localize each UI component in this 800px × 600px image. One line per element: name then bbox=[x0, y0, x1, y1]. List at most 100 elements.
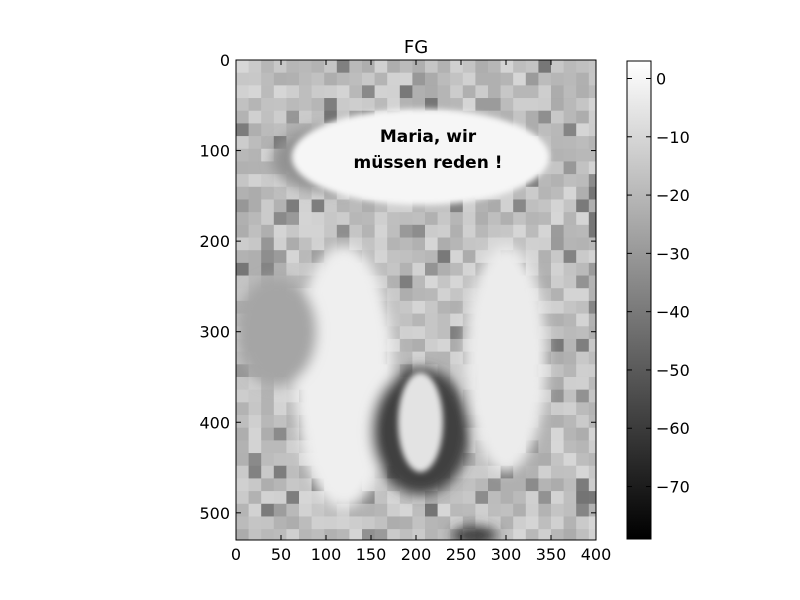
speech-bubble-text: Maria, wir müssen reden ! bbox=[354, 127, 503, 173]
heatmap-cell bbox=[261, 98, 275, 112]
heatmap-cell bbox=[588, 85, 596, 99]
x-tick-label: 300 bbox=[491, 545, 522, 564]
x-tick-label: 250 bbox=[446, 545, 477, 564]
heatmap-cell bbox=[412, 72, 426, 86]
heatmap-cell bbox=[551, 516, 565, 530]
heatmap-cell bbox=[261, 402, 275, 416]
heatmap-cell bbox=[576, 440, 590, 454]
heatmap-cell bbox=[236, 440, 250, 454]
heatmap-cell bbox=[311, 199, 325, 213]
heatmap-cell bbox=[475, 85, 489, 99]
heatmap-cell bbox=[525, 186, 539, 200]
heatmap-cell bbox=[462, 516, 476, 530]
heatmap-cell bbox=[538, 174, 552, 188]
heatmap-cell bbox=[425, 275, 439, 289]
colorbar-ticks: 0 −10 −20 −30 −40 −50 −60 −70 bbox=[627, 69, 690, 497]
heatmap-cell bbox=[261, 491, 275, 505]
heatmap-cell bbox=[273, 85, 287, 99]
heatmap-cell bbox=[450, 516, 464, 530]
heatmap-cell bbox=[500, 72, 514, 86]
heatmap-cell bbox=[261, 224, 275, 239]
heatmap-cell bbox=[387, 300, 401, 315]
heatmap-cell bbox=[551, 250, 565, 264]
heatmap-cell bbox=[525, 529, 539, 540]
heatmap-cell bbox=[551, 529, 565, 540]
heatmap-cell bbox=[236, 123, 250, 137]
heatmap-cell bbox=[450, 326, 464, 340]
heatmap-cell bbox=[248, 453, 262, 467]
heatmap-cell bbox=[261, 212, 275, 226]
heatmap-cell bbox=[513, 212, 527, 226]
heatmap-cell bbox=[538, 478, 552, 492]
heatmap-cell bbox=[450, 503, 464, 517]
heatmap-cell bbox=[437, 237, 451, 251]
heatmap-cell bbox=[286, 250, 300, 264]
heatmap-cell bbox=[538, 85, 552, 99]
heatmap-cell bbox=[588, 478, 596, 492]
heatmap-cell bbox=[286, 186, 300, 200]
heatmap-region bbox=[452, 526, 497, 540]
heatmap-cell bbox=[500, 529, 514, 540]
heatmap-cell bbox=[563, 186, 577, 200]
heatmap-cell bbox=[563, 199, 577, 213]
heatmap-cell bbox=[336, 199, 350, 213]
heatmap-cell bbox=[299, 224, 313, 239]
heatmap-cell bbox=[588, 275, 596, 289]
heatmap-cell bbox=[525, 516, 539, 530]
heatmap-cell bbox=[488, 60, 502, 74]
heatmap-cell bbox=[362, 529, 376, 540]
heatmap-cell bbox=[299, 262, 313, 277]
heatmap-cell bbox=[425, 224, 439, 239]
heatmap-cell bbox=[387, 250, 401, 264]
heatmap-cell bbox=[500, 224, 514, 239]
heatmap-cell bbox=[488, 503, 502, 517]
heatmap-cell bbox=[349, 516, 363, 530]
heatmap-cell bbox=[462, 250, 476, 264]
heatmap-cell bbox=[399, 351, 413, 365]
heatmap-cell bbox=[588, 72, 596, 86]
heatmap-cell bbox=[525, 199, 539, 213]
heatmap-cell bbox=[412, 516, 426, 530]
heatmap-cell bbox=[462, 478, 476, 492]
heatmap-cell bbox=[311, 60, 325, 74]
heatmap-cell bbox=[362, 98, 376, 112]
heatmap-cell bbox=[236, 478, 250, 492]
heatmap-cell bbox=[588, 60, 596, 74]
heatmap-cell bbox=[588, 136, 596, 150]
heatmap-cell bbox=[576, 427, 590, 441]
heatmap-cell bbox=[412, 60, 426, 74]
heatmap-cell bbox=[437, 224, 451, 239]
heatmap-cell bbox=[588, 376, 596, 391]
heatmap-cell bbox=[399, 326, 413, 340]
heatmap-cell bbox=[273, 389, 287, 403]
heatmap-cell bbox=[576, 516, 590, 530]
heatmap-cell bbox=[236, 503, 250, 517]
heatmap-cell bbox=[248, 440, 262, 454]
heatmap-cell bbox=[248, 212, 262, 226]
heatmap-cell bbox=[324, 212, 338, 226]
heatmap-cell bbox=[248, 174, 262, 188]
heatmap-cell bbox=[551, 262, 565, 277]
heatmap-cell bbox=[576, 85, 590, 99]
heatmap-cell bbox=[273, 427, 287, 441]
heatmap-cell bbox=[349, 529, 363, 540]
colorbar-tick-label: −40 bbox=[656, 303, 690, 322]
heatmap-cell bbox=[286, 440, 300, 454]
heatmap-cell bbox=[273, 491, 287, 505]
heatmap-cell bbox=[236, 199, 250, 213]
heatmap-cell bbox=[551, 389, 565, 403]
heatmap-cell bbox=[576, 136, 590, 150]
heatmap-cell bbox=[551, 376, 565, 391]
heatmap-cell bbox=[525, 98, 539, 112]
heatmap-cell bbox=[475, 199, 489, 213]
heatmap-cell bbox=[248, 402, 262, 416]
heatmap-cell bbox=[286, 60, 300, 74]
heatmap-cell bbox=[551, 402, 565, 416]
heatmap-cell bbox=[412, 288, 426, 302]
heatmap-cell bbox=[261, 465, 275, 479]
heatmap-cell bbox=[412, 338, 426, 353]
heatmap-cell bbox=[273, 237, 287, 251]
heatmap-cell bbox=[551, 186, 565, 200]
heatmap-cell bbox=[286, 465, 300, 479]
heatmap-cell bbox=[538, 415, 552, 429]
